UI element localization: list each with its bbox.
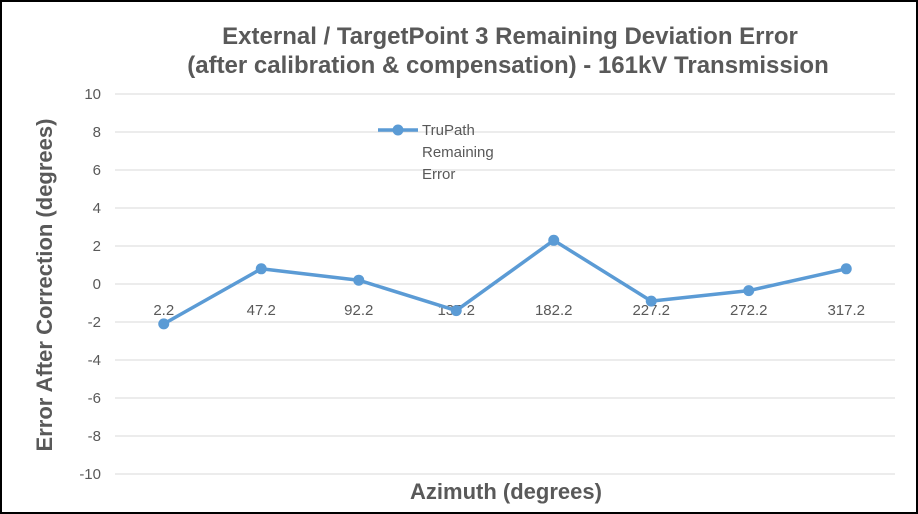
- gridlines: [115, 93, 895, 475]
- x-category-label: 47.2: [247, 302, 276, 319]
- data-point: [450, 305, 462, 317]
- data-series: [158, 234, 852, 330]
- y-tick-label: 10: [84, 86, 101, 103]
- legend-point-marker: [392, 124, 404, 136]
- y-tick-label: 2: [93, 238, 101, 255]
- data-point: [255, 263, 267, 275]
- y-tick-label: -4: [88, 352, 101, 369]
- data-point: [158, 318, 170, 330]
- y-tick-label: 0: [93, 276, 101, 293]
- x-category-label: 92.2: [344, 302, 373, 319]
- y-tick-label: -2: [88, 314, 101, 331]
- legend-label: Error: [422, 166, 455, 183]
- x-category-label: 272.2: [730, 302, 768, 319]
- y-tick-label: 8: [93, 124, 101, 141]
- chart-title-line-2: (after calibration & compensation) - 161…: [187, 52, 829, 79]
- y-tick-label: -6: [88, 390, 101, 407]
- x-category-label: 2.2: [153, 302, 174, 319]
- legend-label: Remaining: [422, 144, 494, 161]
- x-axis-title: Azimuth (degrees): [410, 479, 602, 504]
- data-point: [353, 274, 365, 286]
- chart-title-line-1: External / TargetPoint 3 Remaining Devia…: [222, 23, 798, 50]
- data-point: [840, 263, 852, 275]
- series-line: [162, 238, 847, 326]
- y-axis-tick-labels: 10 8 6 4 2 0 -2 -4 -6 -8 -10: [79, 86, 101, 483]
- y-axis-title: Error After Correction (degrees): [32, 119, 57, 452]
- y-tick-label: -10: [79, 466, 101, 483]
- x-category-label: 317.2: [827, 302, 865, 319]
- legend-label: TruPath: [422, 122, 475, 139]
- data-point: [548, 234, 560, 246]
- data-point: [743, 285, 755, 297]
- x-category-label: 227.2: [632, 302, 670, 319]
- legend: TruPath Remaining Error: [378, 122, 494, 183]
- y-tick-label: -8: [88, 428, 101, 445]
- x-category-label: 182.2: [535, 302, 573, 319]
- data-point: [645, 295, 657, 307]
- y-tick-label: 6: [93, 162, 101, 179]
- y-tick-label: 4: [93, 200, 101, 217]
